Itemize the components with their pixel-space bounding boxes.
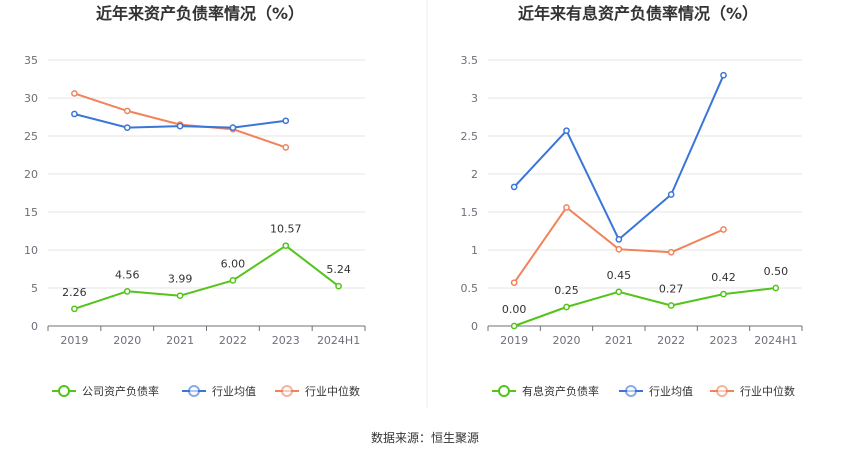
- data-point: [282, 242, 290, 250]
- x-tick-label: 2024H1: [754, 334, 797, 347]
- data-point: [71, 90, 78, 97]
- data-point: [667, 248, 675, 256]
- y-tick-label: 3: [471, 92, 478, 105]
- data-point: [229, 277, 237, 284]
- data-label: 0.45: [607, 269, 632, 282]
- y-tick-label: 2: [471, 168, 478, 181]
- data-point: [563, 303, 570, 311]
- series-line: [513, 74, 725, 241]
- y-tick-label: 3.5: [461, 54, 479, 67]
- data-point: [510, 183, 518, 191]
- series-line: [513, 287, 776, 327]
- data-point: [71, 110, 78, 118]
- x-tick-label: 2020: [553, 334, 581, 347]
- legend-label: 有息资产负债率: [522, 384, 599, 398]
- data-point: [510, 279, 518, 287]
- y-tick-label: 30: [24, 92, 38, 105]
- data-point: [720, 71, 727, 79]
- chart-panel-2: 近年来有息资产负债率情况（%） 0 0.5 1 1.5 2 2.5 3 3.5 2019 2020 2…: [461, 4, 803, 398]
- legend-label: 行业中位数: [305, 384, 360, 398]
- data-point: [123, 124, 131, 131]
- data-point: [229, 124, 237, 131]
- chart-title: 近年来有息资产负债率情况（%）: [518, 4, 758, 23]
- data-label: 2.26: [62, 286, 87, 299]
- y-tick-label: 0: [31, 320, 38, 333]
- data-point: [282, 117, 290, 125]
- y-tick-label: 35: [24, 54, 38, 67]
- data-label: 0.50: [764, 265, 789, 278]
- data-point: [176, 292, 184, 300]
- legend-item: 有息资产负债率: [492, 384, 599, 398]
- data-label: 3.99: [168, 273, 193, 286]
- data-label: 0.27: [659, 282, 684, 295]
- data-point: [176, 122, 184, 130]
- data-label: 6.00: [221, 257, 246, 270]
- legend-label: 行业中位数: [740, 384, 795, 398]
- y-tick-label: 2.5: [461, 130, 479, 143]
- x-tick-label: 2024H1: [317, 334, 360, 347]
- data-point: [667, 191, 675, 198]
- x-tick-label: 2021: [605, 334, 633, 347]
- data-point: [123, 107, 131, 115]
- y-tick-label: 5: [31, 282, 38, 295]
- data-label: 0.00: [502, 303, 527, 316]
- legend-item: 行业均值: [619, 385, 693, 398]
- x-tick-label: 2022: [219, 334, 247, 347]
- legend-label: 行业均值: [212, 385, 256, 398]
- data-point: [510, 322, 518, 330]
- legend-marker: [625, 385, 637, 397]
- legend-label: 行业均值: [649, 385, 693, 398]
- data-label: 5.24: [326, 263, 351, 276]
- y-tick-label: 25: [24, 130, 38, 143]
- y-tick-label: 1.5: [461, 206, 479, 219]
- chart-title: 近年来资产负债率情况（%）: [96, 4, 304, 23]
- data-point: [282, 144, 290, 151]
- x-tick-label: 2019: [60, 334, 88, 347]
- x-tick-label: 2022: [657, 334, 685, 347]
- data-point: [615, 245, 623, 253]
- data-point: [615, 288, 623, 296]
- data-label: 0.42: [711, 271, 736, 284]
- legend-label: 公司资产负债率: [82, 384, 159, 398]
- x-tick-label: 2021: [166, 334, 194, 347]
- y-tick-label: 20: [24, 168, 38, 181]
- data-label: 0.25: [554, 284, 579, 297]
- legend-item: 行业中位数: [275, 384, 360, 398]
- series-line: [74, 92, 287, 149]
- series-line: [74, 244, 340, 310]
- data-label: 10.57: [270, 223, 302, 236]
- legend-marker: [58, 385, 70, 397]
- x-tick-label: 2019: [500, 334, 528, 347]
- data-point: [123, 287, 131, 295]
- data-point: [615, 236, 623, 243]
- y-tick-label: 15: [24, 206, 38, 219]
- legend-item: 行业中位数: [710, 384, 795, 398]
- data-point: [563, 127, 570, 135]
- y-tick-label: 0: [471, 320, 478, 333]
- data-label: 4.56: [115, 268, 140, 281]
- x-tick-label: 2023: [272, 334, 300, 347]
- legend-marker: [716, 385, 728, 397]
- legend-item: 行业均值: [182, 385, 256, 398]
- data-point: [563, 204, 570, 211]
- data-point: [772, 284, 780, 292]
- y-tick-label: 1: [471, 244, 478, 257]
- chart-panel-1: 近年来资产负债率情况（%） 0 5 10 15 20 25 30 35 2019 2020 2021 2…: [24, 4, 366, 398]
- data-point: [720, 290, 727, 298]
- legend-marker: [188, 385, 200, 397]
- data-point: [667, 302, 675, 309]
- data-point: [71, 305, 78, 313]
- data-source-note: 数据来源：恒生聚源: [371, 430, 479, 445]
- data-point: [335, 282, 342, 290]
- y-tick-label: 10: [24, 244, 38, 257]
- legend-item: 公司资产负债率: [52, 384, 159, 398]
- legend-marker: [498, 385, 510, 397]
- y-tick-label: 0.5: [461, 282, 479, 295]
- legend-marker: [281, 385, 293, 397]
- data-point: [720, 226, 727, 233]
- x-tick-label: 2023: [710, 334, 738, 347]
- x-tick-label: 2020: [113, 334, 141, 347]
